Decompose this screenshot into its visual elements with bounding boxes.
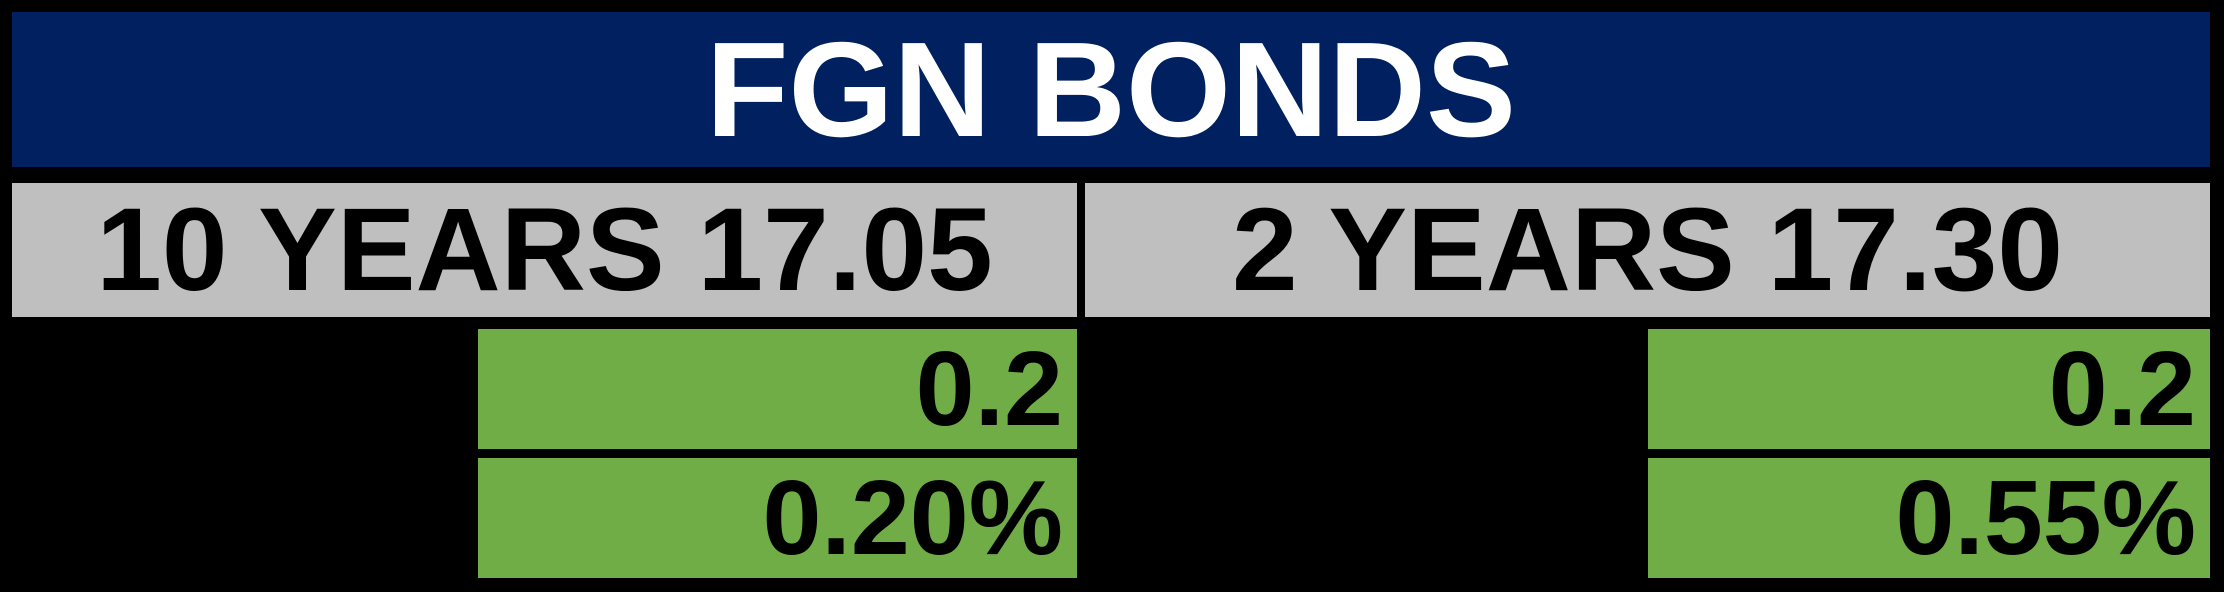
change-percent-cell-10-years: 0.20% <box>478 458 1077 578</box>
column-header-2-years: 2 YEARS 17.30 <box>1085 183 2210 317</box>
board-title: FGN BONDS <box>12 12 2210 167</box>
column-header-10-years: 10 YEARS 17.05 <box>12 183 1077 317</box>
change-cell-2-years: 0.2 <box>1648 329 2210 449</box>
change-cell-10-years: 0.2 <box>478 329 1077 449</box>
change-percent-cell-2-years: 0.55% <box>1648 458 2210 578</box>
